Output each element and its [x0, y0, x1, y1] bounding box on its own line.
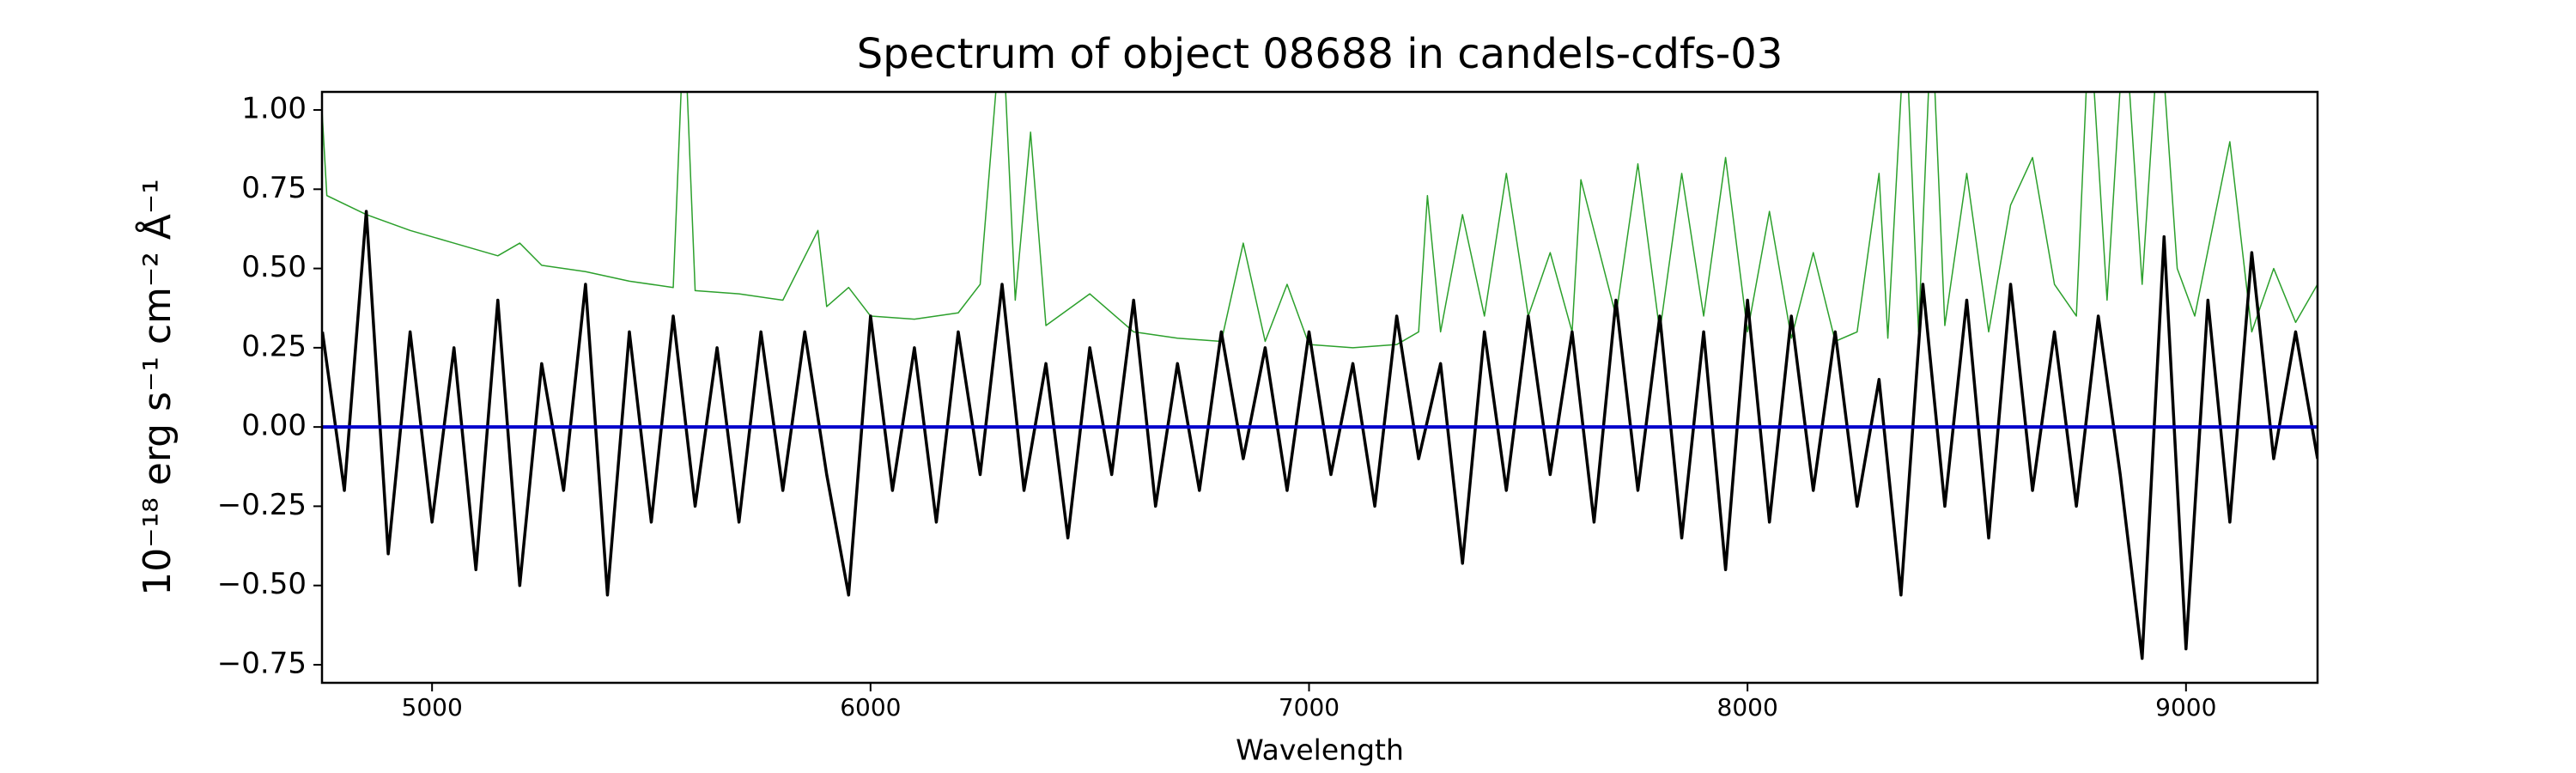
y-tick-label: 1.00: [241, 92, 307, 126]
spectrum-line: [322, 210, 2318, 660]
plot-area: [322, 92, 2318, 660]
x-tick-label: 5000: [402, 693, 463, 721]
y-tick-label: 0.75: [241, 171, 307, 205]
x-tick-label: 8000: [1717, 693, 1778, 721]
x-tick-label: 6000: [840, 693, 901, 721]
plot-frame: [320, 90, 2319, 685]
y-tick-label: −0.25: [217, 488, 307, 522]
x-axis-label: Wavelength: [1236, 733, 1404, 767]
y-tick-label: −0.75: [217, 646, 307, 680]
x-tick-label: 9000: [2155, 693, 2216, 721]
y-tick-label: 0.50: [241, 250, 307, 284]
y-tick-label: 0.25: [241, 329, 307, 363]
chart-title: Spectrum of object 08688 in candels-cdfs…: [857, 30, 1783, 78]
y-tick-label: 0.00: [241, 409, 307, 443]
y-axis-label: 10⁻¹⁸ erg s⁻¹ cm⁻² Å⁻¹: [134, 179, 179, 595]
spectrum-line: [322, 92, 2318, 349]
y-tick-label: −0.50: [217, 567, 307, 601]
x-tick-label: 7000: [1279, 693, 1340, 721]
